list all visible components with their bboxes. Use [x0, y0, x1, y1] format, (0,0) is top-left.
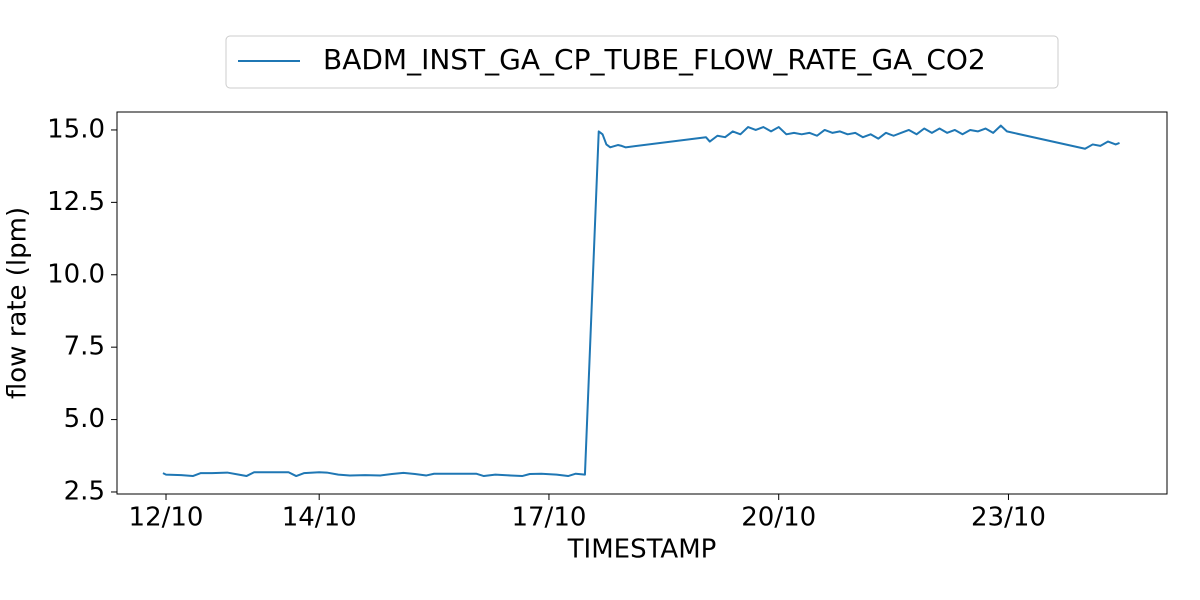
y-tick-label: 12.5 — [47, 187, 105, 217]
x-tick-label: 20/10 — [741, 503, 816, 533]
x-tick-label: 23/10 — [971, 503, 1046, 533]
y-tick-label: 5.0 — [64, 404, 105, 434]
y-axis-label: flow rate (lpm) — [3, 207, 33, 399]
x-tick-label: 14/10 — [282, 503, 357, 533]
data-line — [162, 124, 1120, 478]
legend-box — [225, 35, 1059, 89]
x-tick-label: 17/10 — [511, 503, 586, 533]
y-tick-label: 10.0 — [47, 259, 105, 289]
plot-frame — [116, 111, 1168, 495]
y-tick-label: 2.5 — [64, 476, 105, 506]
x-axis-label: TIMESTAMP — [567, 535, 717, 565]
y-tick-label: 15.0 — [47, 114, 105, 144]
y-tick-label: 7.5 — [64, 332, 105, 362]
x-tick-label: 12/10 — [129, 503, 204, 533]
legend-label: BADM_INST_GA_CP_TUBE_FLOW_RATE_GA_CO2 — [323, 43, 986, 76]
